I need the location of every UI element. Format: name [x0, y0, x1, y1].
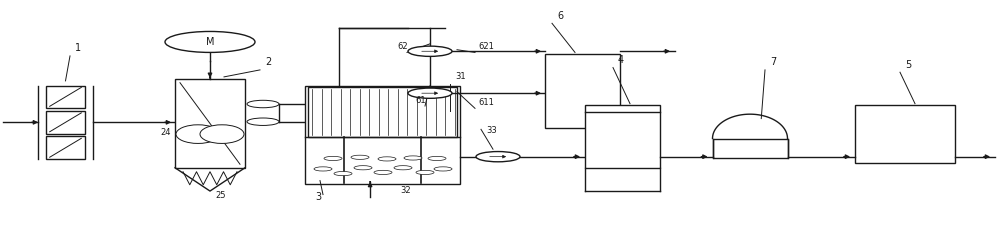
- Bar: [305, 86, 460, 184]
- Text: 2: 2: [265, 57, 271, 67]
- Circle shape: [404, 156, 422, 160]
- Circle shape: [378, 157, 396, 161]
- Text: 25: 25: [215, 191, 226, 200]
- Circle shape: [324, 156, 342, 161]
- Circle shape: [394, 166, 412, 170]
- Text: 5: 5: [905, 60, 911, 70]
- Text: 7: 7: [770, 57, 776, 67]
- Text: 61: 61: [415, 96, 426, 105]
- Bar: [712, 138, 788, 158]
- Text: M: M: [206, 37, 214, 47]
- Text: 32: 32: [400, 186, 411, 195]
- Ellipse shape: [176, 125, 220, 144]
- Text: 24: 24: [160, 128, 170, 137]
- Bar: [308, 87, 457, 137]
- Bar: [855, 105, 955, 163]
- Text: 62: 62: [397, 42, 408, 51]
- Text: 1: 1: [75, 43, 81, 53]
- Text: 611: 611: [478, 98, 494, 107]
- Circle shape: [247, 100, 279, 108]
- Circle shape: [351, 155, 369, 159]
- Circle shape: [165, 31, 255, 52]
- Text: 3: 3: [315, 192, 321, 202]
- Circle shape: [354, 166, 372, 170]
- Circle shape: [408, 88, 452, 98]
- Bar: [585, 105, 660, 168]
- Circle shape: [434, 167, 452, 171]
- Circle shape: [247, 118, 279, 125]
- Bar: [46, 137, 85, 159]
- Circle shape: [334, 171, 352, 176]
- Text: 4: 4: [618, 55, 624, 65]
- Ellipse shape: [200, 125, 244, 144]
- Text: 6: 6: [557, 11, 563, 21]
- Text: 31: 31: [455, 72, 466, 81]
- Circle shape: [408, 46, 452, 56]
- Bar: [545, 54, 620, 128]
- Bar: [175, 79, 245, 168]
- Circle shape: [428, 156, 446, 161]
- Circle shape: [314, 167, 332, 171]
- Text: 621: 621: [478, 42, 494, 51]
- Circle shape: [416, 170, 434, 175]
- Circle shape: [476, 151, 520, 162]
- Bar: [46, 111, 85, 134]
- Bar: [46, 86, 85, 108]
- Text: 33: 33: [486, 126, 497, 135]
- Circle shape: [374, 170, 392, 175]
